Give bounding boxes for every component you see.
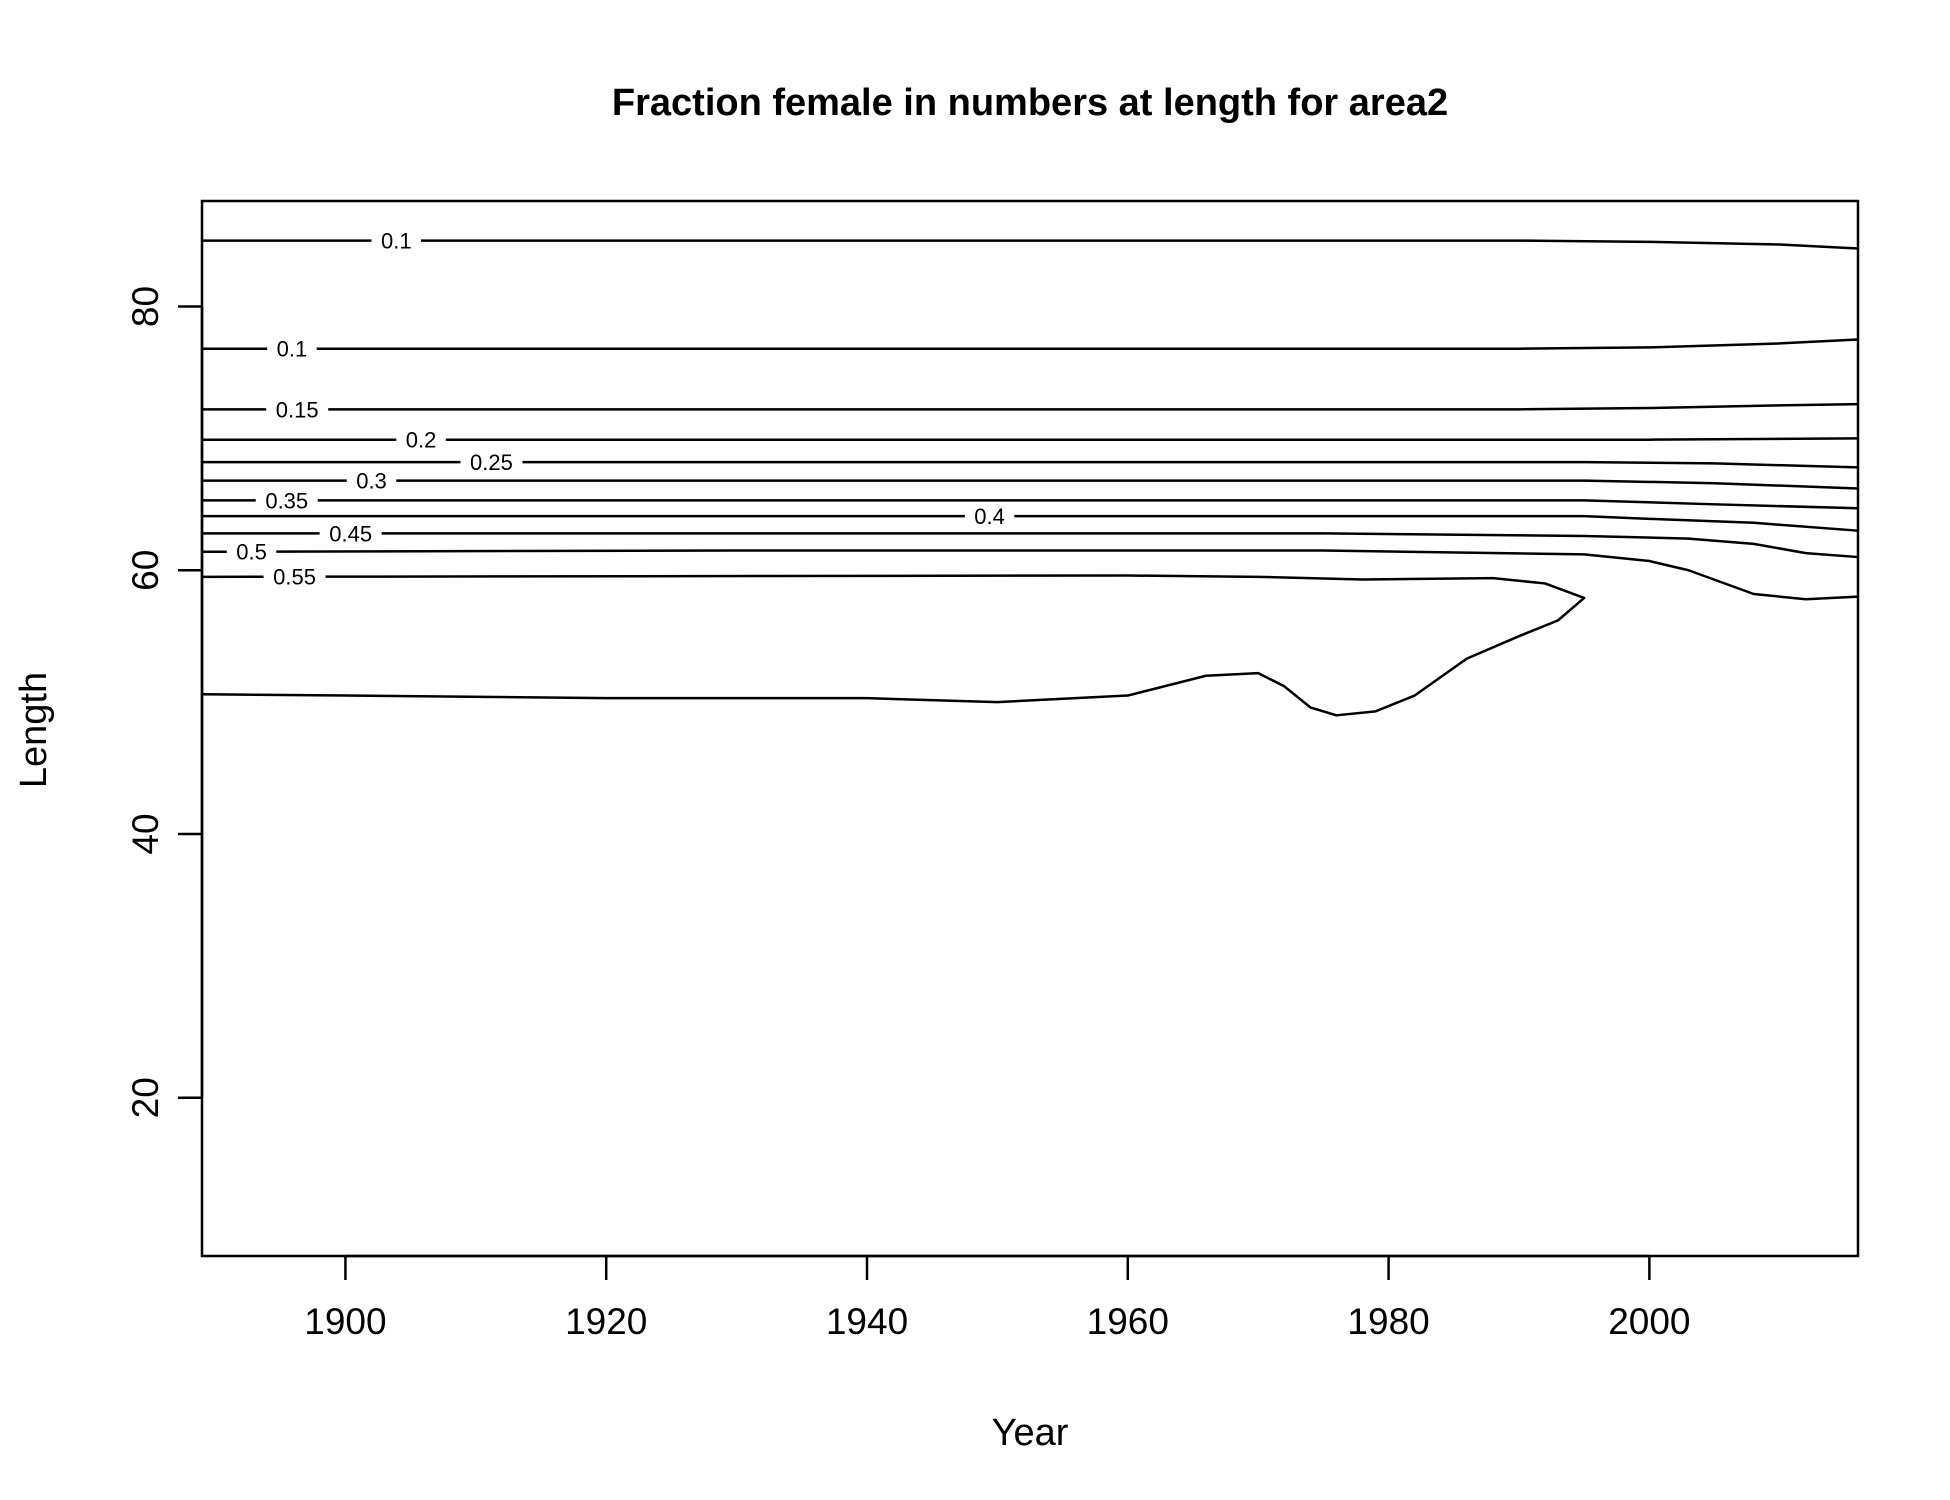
- y-axis: 20 40 60 80: [125, 286, 204, 1118]
- contour-level: 0.35: [202, 488, 1859, 513]
- contour-level: 0.2: [202, 428, 1859, 453]
- contour-line: [202, 479, 1859, 490]
- contour-label: 0.55: [273, 565, 316, 590]
- x-axis: 1900 1920 1940 1960 1980 2000: [304, 1254, 1691, 1342]
- chart-title: Fraction female in numbers at length for…: [612, 82, 1448, 124]
- x-axis-label: Year: [992, 1412, 1069, 1454]
- contour-label: 0.15: [276, 397, 319, 422]
- x-tick-label: 1900: [304, 1301, 386, 1342]
- x-tick-label: 1960: [1087, 1301, 1169, 1342]
- contour-level: 0.45: [202, 521, 1859, 559]
- contour-line: [202, 239, 1859, 250]
- y-tick-label: 60: [125, 550, 166, 591]
- x-tick-label: 1920: [565, 1301, 647, 1342]
- contour-label: 0.1: [381, 229, 412, 254]
- contour-line: [202, 402, 1859, 411]
- x-tick-label: 1980: [1347, 1301, 1429, 1342]
- contour-label: 0.1: [277, 337, 308, 362]
- contour-label: 0.35: [265, 488, 308, 513]
- x-tick-label: 1940: [826, 1301, 908, 1342]
- y-tick-label: 80: [125, 286, 166, 327]
- contour-level: 0.25: [202, 450, 1859, 475]
- contour-level: 0.5: [201, 540, 1859, 601]
- x-tick-label: 2000: [1608, 1301, 1690, 1342]
- contour-level: 0.3: [202, 469, 1859, 494]
- contour-label: 0.4: [974, 504, 1005, 529]
- y-axis-label: Length: [13, 672, 55, 788]
- contour-label: 0.3: [356, 469, 387, 494]
- contour-label: 0.5: [236, 540, 267, 565]
- contour-line: [202, 532, 1859, 559]
- contour-level: 0.55: [201, 565, 1586, 717]
- contour-level: 0.1: [202, 229, 1859, 254]
- contour-line: [202, 437, 1859, 441]
- contour-level: 0.1: [202, 337, 1859, 362]
- contour-level: 0.4: [202, 504, 1859, 532]
- contour-line: [201, 549, 1859, 601]
- contour-label: 0.45: [329, 521, 372, 546]
- contour-line: [201, 574, 1586, 717]
- contour-label: 0.2: [406, 428, 437, 453]
- contour-lines: 0.1 0.1 0.15 0.2 0.25 0.3 0.35 0.4 0.45 0.50.55: [201, 229, 1859, 717]
- contour-label: 0.25: [470, 450, 513, 475]
- contour-line: [202, 499, 1859, 510]
- y-tick-label: 20: [125, 1077, 166, 1118]
- contour-level: 0.15: [202, 397, 1859, 422]
- contour-line: [202, 460, 1859, 469]
- y-tick-label: 40: [125, 813, 166, 854]
- contour-line: [202, 338, 1859, 350]
- plot-frame: [200, 199, 1860, 1258]
- contour-line: [202, 514, 1859, 532]
